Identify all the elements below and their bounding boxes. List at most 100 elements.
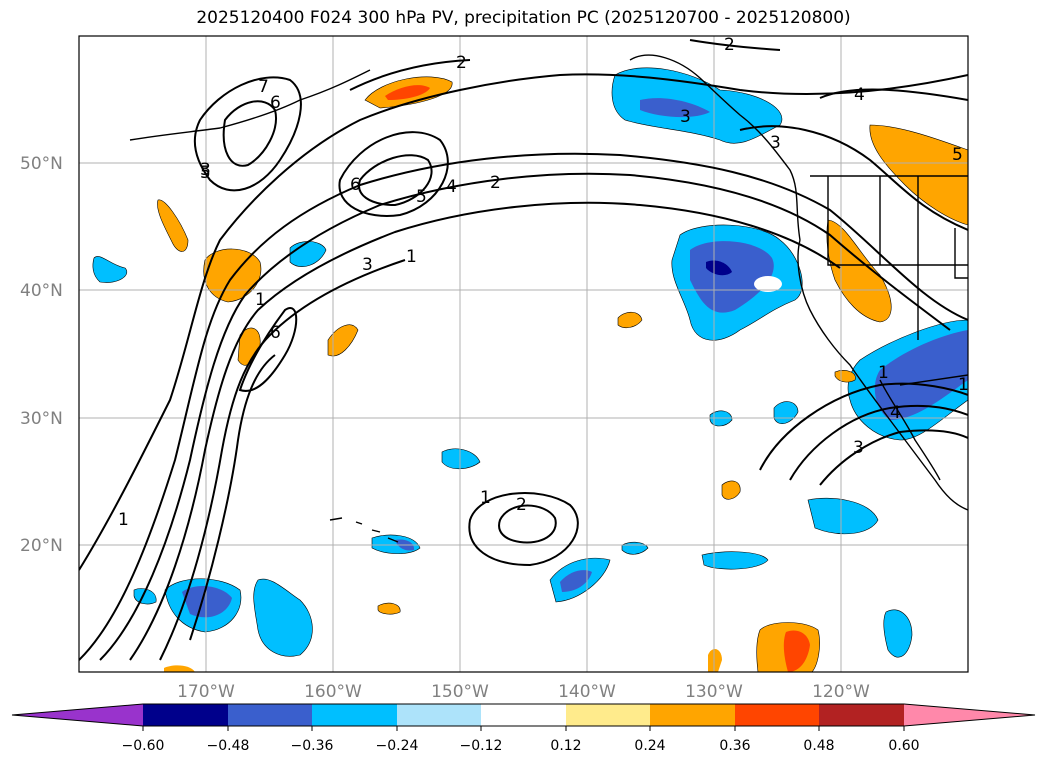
pv-contour-6 xyxy=(222,100,277,167)
precip-negative-region xyxy=(701,551,769,570)
precip-positive-region xyxy=(327,324,359,357)
precip-hole xyxy=(754,276,782,292)
contour-label: 1 xyxy=(118,510,129,530)
pv-contour-2 xyxy=(689,39,781,51)
contour-label: 3 xyxy=(362,255,373,275)
contour-label: 4 xyxy=(446,177,457,197)
hawaii-islands xyxy=(329,517,399,543)
pv-contour-4 xyxy=(159,259,406,661)
contour-label: 7 xyxy=(258,77,269,97)
pv-contour-1 xyxy=(759,382,968,471)
precip-mid-negative-region xyxy=(640,98,710,118)
colorbar-tick-label: 0.12 xyxy=(550,738,581,754)
colorbar-bin xyxy=(481,704,566,726)
pv-contour-5 xyxy=(189,354,276,641)
lon-label: 150°W xyxy=(431,682,489,702)
contour-label: 1 xyxy=(406,247,417,267)
pv-contour-2 xyxy=(349,59,471,91)
contour-label: 2 xyxy=(724,35,735,55)
state-border xyxy=(827,176,968,266)
contour-label: 1 xyxy=(878,363,889,383)
precip-mid-negative-region xyxy=(690,241,774,313)
colorbar-bin xyxy=(735,704,819,726)
colorbar-bin xyxy=(312,704,397,726)
precip-negative-region xyxy=(253,578,313,657)
colorbar-tick-label: −0.60 xyxy=(122,738,165,754)
colorbar-bin xyxy=(650,704,735,726)
contour-label: 5 xyxy=(200,163,211,183)
lat-label: 20°N xyxy=(20,536,63,556)
map-title: 2025120400 F024 300 hPa PV, precipitatio… xyxy=(196,8,851,28)
lon-label: 170°W xyxy=(177,682,235,702)
pv-contour-5 xyxy=(193,76,302,192)
pv-contour-2 xyxy=(99,172,951,661)
pv-contour-3 xyxy=(498,504,557,544)
precip-strong-positive-region xyxy=(783,630,810,672)
pv-contour-3 xyxy=(819,429,968,486)
colorbar-tick-label: −0.12 xyxy=(460,738,503,754)
colorbar-tick-label: 0.48 xyxy=(803,738,834,754)
contour-label: 4 xyxy=(854,85,865,105)
pv-contours xyxy=(79,39,968,661)
pv-contour-1 xyxy=(79,73,968,571)
contour-label: 1 xyxy=(255,290,266,310)
lon-label: 130°W xyxy=(685,682,743,702)
alaska-coast xyxy=(629,54,801,241)
contour-label: 3 xyxy=(200,160,211,180)
colorbar-tick-label: 0.36 xyxy=(719,738,750,754)
precip-positive-region xyxy=(869,124,968,226)
colorbar-bin xyxy=(228,704,312,726)
precip-strong-positive-region xyxy=(385,85,430,100)
precip-negative-region xyxy=(133,588,157,605)
contour-labels: 1 2 3 4 5 6 7 1 2 3 4 5 6 1 2 3 4 5 1 2 … xyxy=(118,35,968,530)
plot-area: 1 2 3 4 5 6 7 1 2 3 4 5 6 1 2 3 4 5 1 2 … xyxy=(79,35,968,672)
precip-negative-region xyxy=(621,541,649,555)
precip-strong-negative-region xyxy=(706,260,732,276)
pv-contour-2 xyxy=(468,492,579,567)
colorbar-tick-label: 0.60 xyxy=(888,738,919,754)
colorbar-bin xyxy=(819,704,904,726)
precip-negative-region xyxy=(371,534,421,554)
contour-label: 4 xyxy=(890,403,901,423)
precip-negative-region xyxy=(773,401,799,424)
colorbar-tick-label: −0.48 xyxy=(207,738,250,754)
contour-label: 3 xyxy=(680,107,691,127)
pv-contour-1 xyxy=(79,152,968,661)
colorbar-tick-label: −0.24 xyxy=(376,738,419,754)
colorbar-min-extension xyxy=(12,704,143,726)
precip-negative-region xyxy=(441,448,481,470)
colorbar-bin xyxy=(143,704,228,726)
contour-label: 5 xyxy=(416,187,427,207)
precip-mid-negative-region xyxy=(182,586,232,618)
baja-coast xyxy=(879,379,941,481)
precip-positive-region xyxy=(617,311,643,329)
graticule xyxy=(79,36,968,672)
colorbar-max-extension xyxy=(904,704,1035,726)
pv-contour-6 xyxy=(358,154,433,207)
precip-positive-region xyxy=(157,199,189,252)
lat-label: 30°N xyxy=(20,409,63,429)
colorbar-tick-label: −0.36 xyxy=(291,738,334,754)
contour-label: 5 xyxy=(952,145,963,165)
pv-contour-3 xyxy=(129,201,841,661)
colorbar-bin xyxy=(397,704,481,726)
lon-label: 120°W xyxy=(812,682,870,702)
lat-label: 40°N xyxy=(20,281,63,301)
lat-label: 50°N xyxy=(20,154,63,174)
contour-label: 2 xyxy=(516,495,527,515)
contour-label: 3 xyxy=(853,438,864,458)
contour-label: 6 xyxy=(270,93,281,113)
precip-mid-negative-region xyxy=(560,570,592,592)
precip-negative-region xyxy=(611,67,783,144)
precip-positive-region xyxy=(834,370,856,383)
precip-positive-region xyxy=(377,602,401,615)
contour-label: 2 xyxy=(490,173,501,193)
precip-negative-region xyxy=(289,241,327,267)
pv-contour-5 xyxy=(338,131,449,217)
lon-label: 140°W xyxy=(558,682,616,702)
pv-contour-4 xyxy=(819,88,968,101)
pv-contour-2 xyxy=(789,404,968,481)
precip-shading xyxy=(92,67,968,672)
precip-mid-negative-region xyxy=(874,330,968,420)
